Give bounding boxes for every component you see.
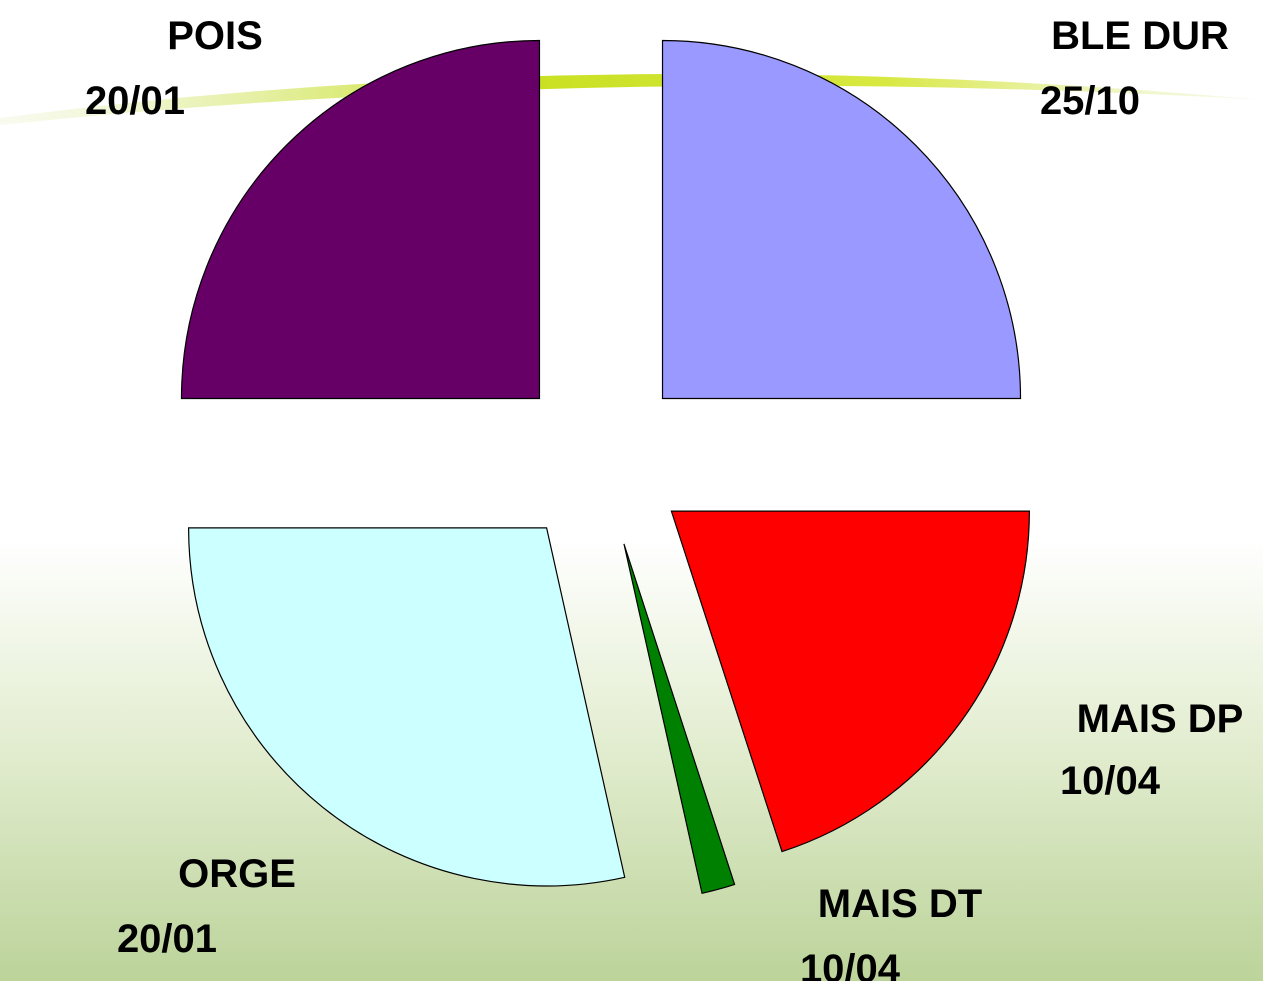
slice-date: 10/04: [1060, 759, 1161, 803]
slice-date: 20/01: [117, 917, 217, 961]
slice-date: 10/04: [800, 947, 901, 981]
slice-label: MAIS DP: [1077, 697, 1244, 741]
slice-date: 20/01: [85, 79, 185, 123]
slice-label: BLE DUR: [1051, 14, 1229, 58]
slice-label: POIS: [167, 14, 263, 58]
slice-label: MAIS DT: [818, 882, 982, 926]
page: {"chart_data": {"type": "pie", "categori…: [0, 0, 1263, 981]
chart: BLE DUR 25/10 MAIS DP 10/04 MAIS DT 10/04 ORGE…: [0, 0, 1263, 981]
background: [0, 0, 1263, 981]
slice-label: ORGE: [178, 852, 296, 896]
slice-date: 25/10: [1040, 79, 1140, 123]
